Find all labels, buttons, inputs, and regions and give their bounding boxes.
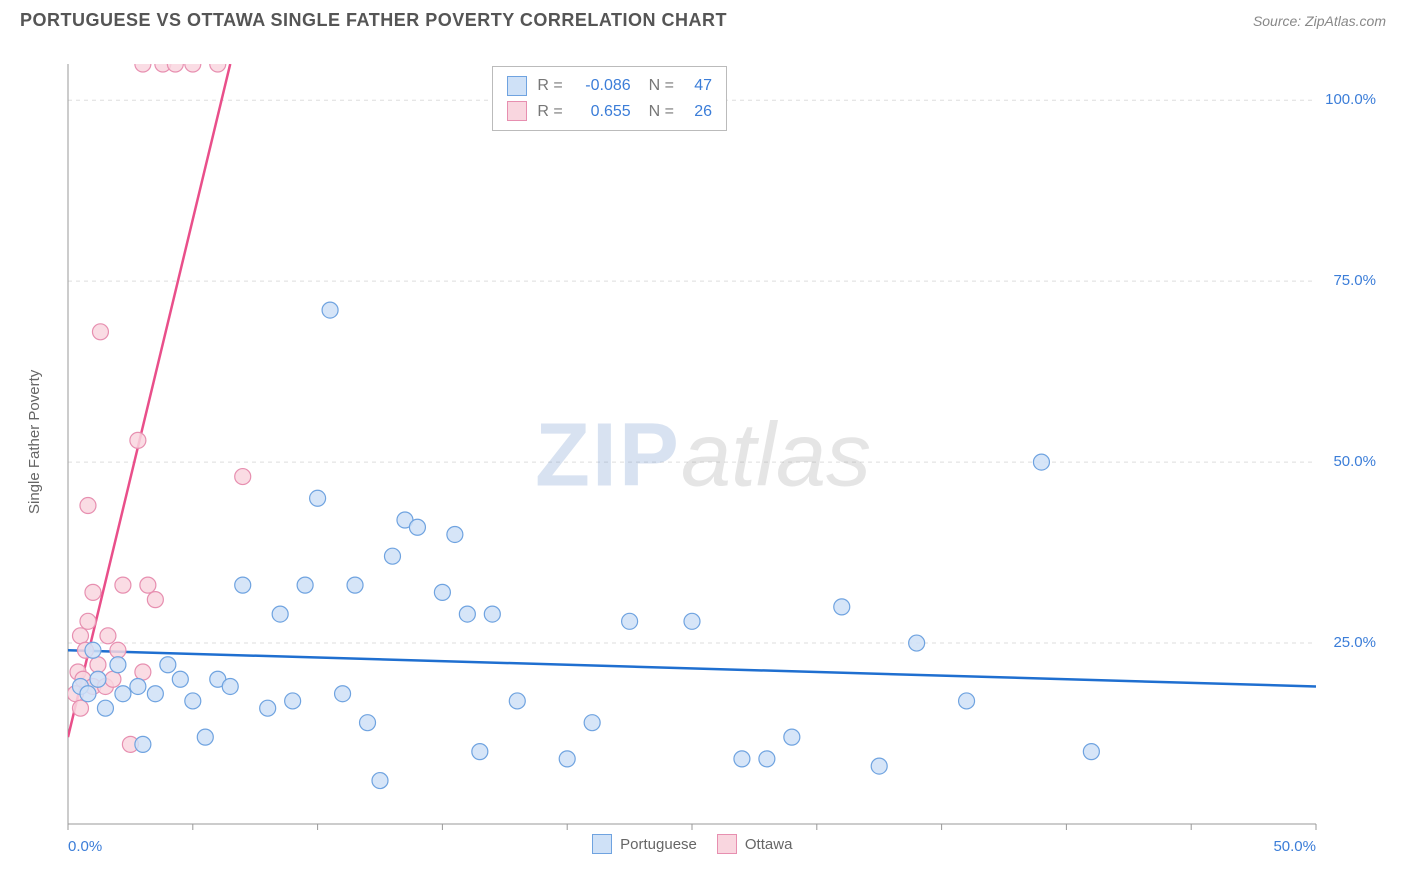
axis-tick-label: 75.0%: [1333, 272, 1376, 289]
legend-item: Portuguese: [592, 834, 697, 854]
chart-title: PORTUGUESE VS OTTAWA SINGLE FATHER POVER…: [20, 10, 727, 31]
legend-swatch: [507, 76, 527, 96]
stat-n-label: N =: [649, 99, 674, 125]
axis-tick-label: 25.0%: [1333, 634, 1376, 651]
axis-tick-label: 50.0%: [1333, 453, 1376, 470]
stat-r-value: 0.655: [573, 99, 631, 125]
legend-swatch: [592, 834, 612, 854]
stat-r-label: R =: [537, 99, 562, 125]
axis-tick-label: 50.0%: [1273, 838, 1316, 855]
scatter-plot: [20, 40, 1386, 872]
legend-swatch: [717, 834, 737, 854]
axis-tick-label: 100.0%: [1325, 91, 1376, 108]
stat-r-label: R =: [537, 73, 562, 99]
stat-n-label: N =: [649, 73, 674, 99]
stat-r-value: -0.086: [573, 73, 631, 99]
series-legend: Portuguese Ottawa: [592, 834, 792, 854]
y-axis-label: Single Father Poverty: [26, 370, 43, 514]
stat-n-value: 47: [684, 73, 712, 99]
stats-row: R = -0.086 N = 47: [507, 73, 712, 99]
stats-row: R = 0.655 N = 26: [507, 99, 712, 125]
legend-swatch: [507, 101, 527, 121]
correlation-stats-box: R = -0.086 N = 47 R = 0.655 N = 26: [492, 66, 727, 131]
legend-label: Ottawa: [745, 836, 793, 853]
source-attribution: Source: ZipAtlas.com: [1253, 13, 1386, 29]
legend-item: Ottawa: [717, 834, 793, 854]
legend-label: Portuguese: [620, 836, 697, 853]
axis-tick-label: 0.0%: [68, 838, 102, 855]
stat-n-value: 26: [684, 99, 712, 125]
chart-area: ZIPatlas Single Father Poverty R =-0.086…: [20, 40, 1386, 872]
